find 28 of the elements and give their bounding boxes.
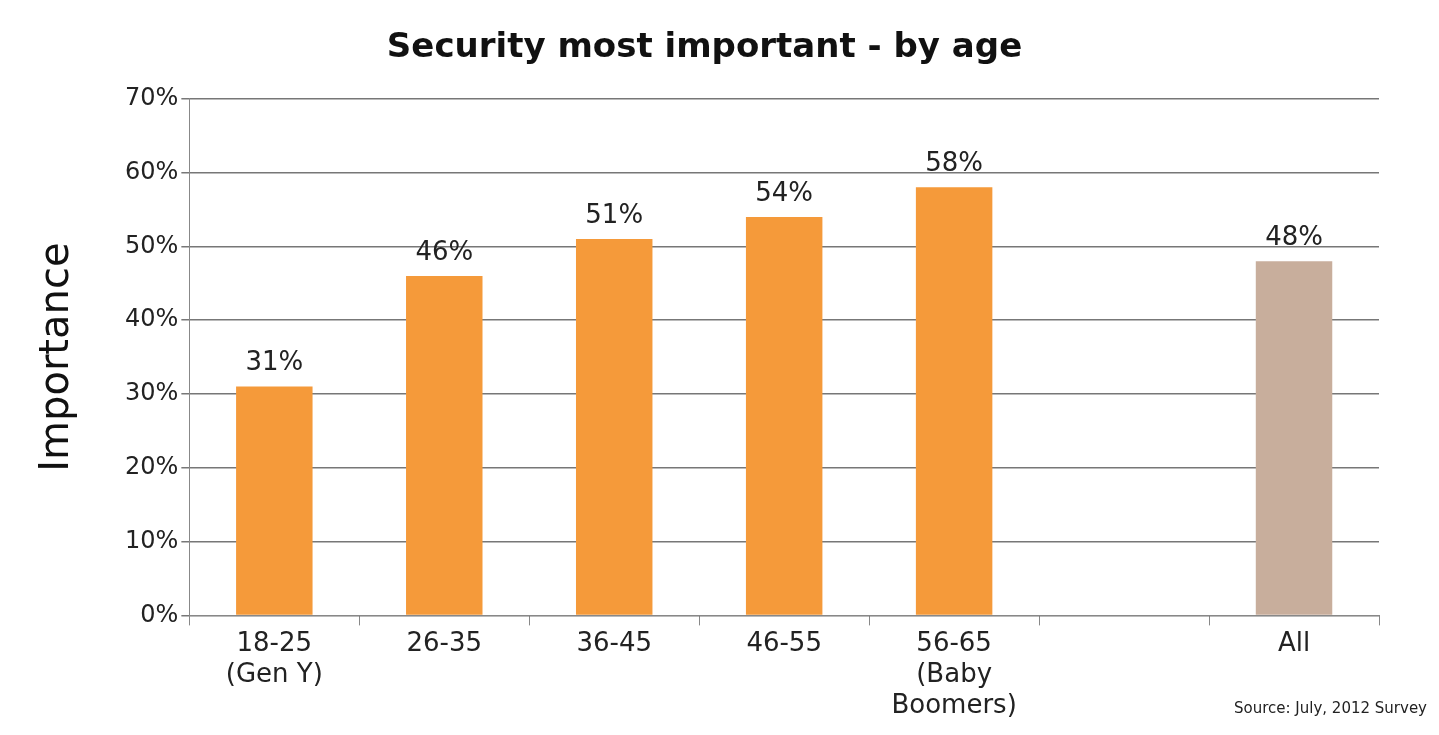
y-tick-label: 30%: [125, 378, 179, 407]
bar: [1255, 261, 1333, 615]
y-axis-title: Importance: [31, 242, 78, 472]
y-tick-label: 10%: [125, 525, 179, 554]
bar: [575, 239, 653, 615]
bar: [745, 216, 823, 615]
x-tick-label: 18-25 (Gen Y): [225, 626, 323, 688]
bar: [406, 275, 483, 615]
y-tick-label: 60%: [125, 156, 179, 185]
x-tick-label: 46-55: [746, 626, 822, 657]
y-tick-label: 70%: [125, 83, 179, 112]
bar: [915, 187, 993, 615]
x-tick-label: 56-65 (Baby Boomers): [891, 626, 1017, 720]
x-tick-label: 36-45: [576, 626, 652, 657]
chart-title: Security most important - by age: [386, 25, 1023, 66]
y-tick-label: 20%: [125, 452, 179, 481]
y-tick-label: 40%: [125, 304, 179, 333]
y-tick-label: 0%: [140, 599, 179, 628]
data-label: 31%: [245, 346, 304, 377]
data-label: 54%: [755, 176, 814, 207]
data-label: 58%: [925, 147, 984, 178]
data-label: 48%: [1265, 220, 1323, 251]
x-tick-label: All: [1277, 626, 1311, 657]
source-note: Source: July, 2012 Survey: [1234, 699, 1428, 718]
data-label: 51%: [585, 198, 644, 229]
x-tick-label: 26-35: [406, 626, 483, 657]
bar: [236, 386, 313, 615]
y-tick-label: 50%: [125, 230, 179, 259]
